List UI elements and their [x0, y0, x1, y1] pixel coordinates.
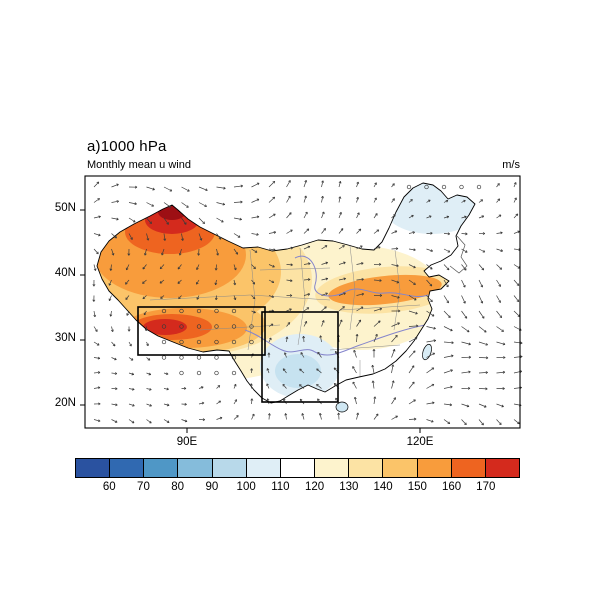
plot-frame	[84, 175, 521, 429]
colorbar-box	[177, 459, 212, 477]
china-outline	[96, 182, 476, 404]
map-plot	[80, 175, 523, 433]
colorbar-tick-label: 170	[476, 481, 496, 493]
y-tick-30n: 30N	[54, 332, 76, 344]
colorbar-box	[279, 459, 315, 477]
colorbar-tick-label: 160	[441, 481, 462, 493]
colorbar-box	[76, 459, 110, 477]
province-borders	[149, 245, 421, 380]
colorbar-box	[314, 459, 349, 477]
colorbar-box	[211, 459, 246, 477]
colorbar-tick-label: 110	[271, 481, 290, 493]
colorbar-box	[450, 459, 485, 477]
contour-fills	[97, 183, 475, 403]
study-region-box-west	[137, 306, 266, 356]
y-tick-40n: 40N	[54, 267, 76, 279]
colorbar-tick-label: 100	[236, 481, 256, 493]
plot-subtitle: Monthly mean u wind	[87, 159, 191, 171]
colorbar-box	[109, 459, 144, 477]
colorbar-tick-label: 130	[339, 481, 359, 493]
taiwan-island	[422, 343, 432, 361]
y-tick-20n: 20N	[54, 397, 76, 409]
colorbar-box	[484, 459, 520, 477]
y-tick-50n: 50N	[54, 202, 76, 214]
colorbar-boxes	[75, 458, 520, 478]
colorbar-box	[143, 459, 178, 477]
hainan-island	[335, 401, 349, 413]
colorbar-tick-label: 150	[407, 481, 427, 493]
units-label: m/s	[502, 159, 520, 171]
korea-outline	[449, 235, 468, 274]
colorbar-tick-label: 90	[205, 481, 219, 493]
study-region-box-southwest	[261, 311, 339, 403]
axis-ticks	[80, 209, 421, 433]
colorbar-box	[245, 459, 280, 477]
colorbar-tick-label: 60	[102, 481, 116, 493]
colorbar: 60 70 80 90 100 110 120 130 140 150 160 170	[75, 458, 520, 495]
colorbar-box	[416, 459, 451, 477]
x-tick-90e: 90E	[176, 436, 198, 448]
colorbar-labels: 60 70 80 90 100 110 120 130 140 150 160 170	[75, 481, 520, 495]
subtitle-row: Monthly mean u wind m/s	[87, 159, 520, 171]
rivers	[244, 255, 429, 356]
x-tick-120e: 120E	[406, 436, 434, 448]
colorbar-tick-label: 80	[171, 481, 185, 493]
colorbar-box	[382, 459, 417, 477]
plot-title: a)1000 hPa	[87, 138, 167, 155]
colorbar-tick-label: 140	[373, 481, 393, 493]
colorbar-box	[348, 459, 383, 477]
colorbar-tick-label: 70	[137, 481, 150, 493]
colorbar-tick-label: 120	[305, 481, 325, 493]
